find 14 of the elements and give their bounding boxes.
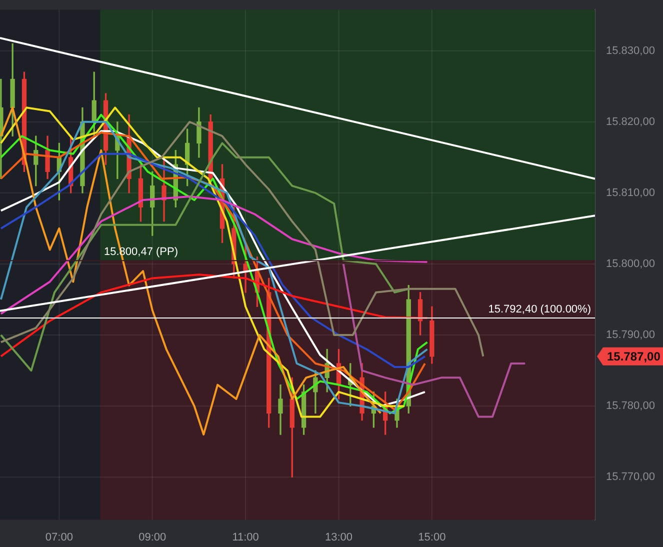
y-tick-label: 15.820,00 [606, 116, 655, 128]
x-tick-label: 07:00 [45, 531, 73, 544]
y-tick-label: 15.770,00 [606, 471, 655, 484]
y-tick-label: 15.790,00 [606, 329, 655, 342]
x-tick-label: 11:00 [232, 531, 259, 544]
y-tick-label: 15.830,00 [606, 44, 655, 57]
x-tick-label: 09:00 [138, 531, 166, 544]
ref-line-label: 15.792,40 (100.00%) [488, 304, 591, 316]
text: 15.787,00 [607, 350, 661, 364]
y-tick-label: 15.780,00 [606, 400, 655, 412]
x-tick-label: 13:00 [324, 531, 352, 544]
x-tick-label: 15:00 [418, 531, 446, 544]
y-tick-label: 15.800,00 [606, 258, 655, 270]
y-tick-label: 15.810,00 [606, 186, 655, 199]
